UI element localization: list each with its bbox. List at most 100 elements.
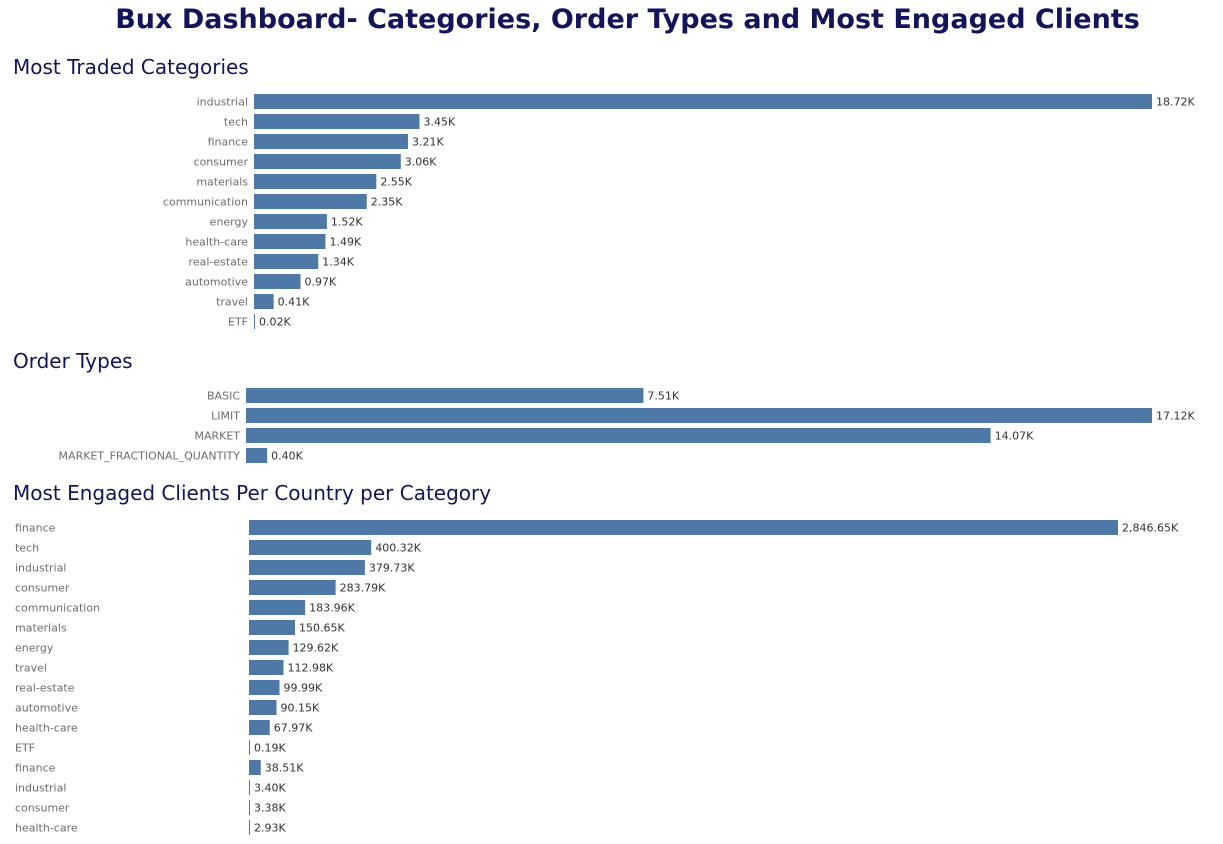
- client-category-value-label: 3.38K: [254, 802, 286, 815]
- category-bar[interactable]: [254, 214, 327, 229]
- client-category-bar[interactable]: [249, 580, 336, 595]
- order-type-label: MARKET_FRACTIONAL_QUANTITY: [59, 450, 241, 463]
- category-bar[interactable]: [254, 234, 326, 249]
- order-type-label: LIMIT: [211, 410, 240, 423]
- client-category-value-label: 400.32K: [375, 542, 421, 555]
- category-bar[interactable]: [254, 254, 319, 269]
- order-type-bar[interactable]: [246, 448, 268, 463]
- client-category-bar[interactable]: [249, 740, 250, 755]
- category-label: tech: [224, 116, 248, 129]
- client-category-value-label: 2.93K: [254, 822, 286, 835]
- client-category-value-label: 379.73K: [369, 562, 415, 575]
- client-category-label: health-care: [15, 822, 78, 835]
- client-category-label: tech: [15, 542, 39, 555]
- category-value-label: 2.35K: [371, 196, 403, 209]
- order-type-label: BASIC: [207, 390, 240, 403]
- category-bar[interactable]: [254, 114, 420, 129]
- order-type-value-label: 7.51K: [647, 390, 679, 403]
- client-category-label: communication: [15, 602, 100, 615]
- order-types-title: Order Types: [13, 349, 133, 373]
- category-value-label: 1.49K: [329, 236, 361, 249]
- most-engaged-clients-title: Most Engaged Clients Per Country per Cat…: [13, 481, 492, 505]
- client-category-bar[interactable]: [249, 600, 306, 615]
- category-label: health-care: [185, 236, 248, 249]
- category-value-label: 3.21K: [412, 136, 444, 149]
- order-type-bar[interactable]: [246, 408, 1152, 423]
- client-category-value-label: 112.98K: [287, 662, 333, 675]
- client-category-label: health-care: [15, 722, 78, 735]
- client-category-label: real-estate: [15, 682, 75, 695]
- client-category-label: materials: [15, 622, 67, 635]
- order-type-label: MARKET: [194, 430, 240, 443]
- order-type-value-label: 14.07K: [995, 430, 1034, 443]
- category-label: materials: [196, 176, 248, 189]
- client-category-bar[interactable]: [249, 700, 277, 715]
- category-bar[interactable]: [254, 194, 367, 209]
- order-types-chart: BASIC 7.51K LIMIT 17.12K MARKET 14.07K MARKET_…: [59, 388, 1195, 463]
- client-category-bar[interactable]: [249, 680, 280, 695]
- client-category-label: finance: [15, 522, 56, 535]
- client-category-label: consumer: [15, 582, 70, 595]
- client-category-bar[interactable]: [249, 800, 251, 815]
- dashboard-title: Bux Dashboard- Categories, Order Types a…: [115, 4, 1140, 35]
- category-value-label: 3.45K: [423, 116, 455, 129]
- client-category-value-label: 90.15K: [281, 702, 320, 715]
- category-bar[interactable]: [254, 134, 408, 149]
- order-type-bar[interactable]: [246, 428, 991, 443]
- client-category-bar[interactable]: [249, 540, 372, 555]
- category-bar[interactable]: [254, 174, 377, 189]
- client-category-bar[interactable]: [249, 820, 250, 835]
- client-category-value-label: 67.97K: [274, 722, 313, 735]
- client-category-label: ETF: [15, 742, 35, 755]
- order-type-bar[interactable]: [246, 388, 644, 403]
- category-bar[interactable]: [254, 274, 301, 289]
- client-category-bar[interactable]: [249, 640, 289, 655]
- category-label: travel: [216, 296, 248, 309]
- client-category-label: consumer: [15, 802, 70, 815]
- client-category-value-label: 3.40K: [254, 782, 286, 795]
- category-value-label: 1.52K: [331, 216, 363, 229]
- client-category-bar[interactable]: [249, 660, 284, 675]
- client-category-bar[interactable]: [249, 520, 1118, 535]
- category-label: communication: [163, 196, 248, 209]
- client-category-label: finance: [15, 762, 56, 775]
- category-bar[interactable]: [254, 314, 255, 329]
- category-bar[interactable]: [254, 94, 1152, 109]
- most-traded-categories-chart: industrial 18.72K tech 3.45K finance 3.21K con…: [163, 94, 1195, 329]
- category-value-label: 0.41K: [278, 296, 310, 309]
- order-type-value-label: 17.12K: [1156, 410, 1195, 423]
- category-value-label: 3.06K: [405, 156, 437, 169]
- category-bar[interactable]: [254, 154, 401, 169]
- most-traded-categories-title: Most Traded Categories: [13, 55, 249, 79]
- category-label: automotive: [185, 276, 248, 289]
- category-value-label: 0.02K: [259, 316, 291, 329]
- category-label: consumer: [194, 156, 249, 169]
- client-category-label: industrial: [15, 782, 66, 795]
- category-label: energy: [210, 216, 249, 229]
- order-type-value-label: 0.40K: [271, 450, 303, 463]
- client-category-label: energy: [15, 642, 54, 655]
- client-category-bar[interactable]: [249, 760, 261, 775]
- client-category-bar[interactable]: [249, 560, 365, 575]
- category-bar[interactable]: [254, 294, 274, 309]
- client-category-bar[interactable]: [249, 780, 251, 795]
- category-value-label: 0.97K: [305, 276, 337, 289]
- client-category-value-label: 129.62K: [293, 642, 339, 655]
- client-category-bar[interactable]: [249, 620, 295, 635]
- client-category-value-label: 2,846.65K: [1122, 522, 1179, 535]
- client-category-bar[interactable]: [249, 720, 270, 735]
- client-category-label: automotive: [15, 702, 78, 715]
- category-label: real-estate: [189, 256, 249, 269]
- category-value-label: 1.34K: [322, 256, 354, 269]
- client-category-label: travel: [15, 662, 47, 675]
- most-engaged-clients-chart: finance 2,846.65K tech 400.32K industrial 379…: [15, 520, 1179, 835]
- client-category-value-label: 99.99K: [284, 682, 323, 695]
- category-label: finance: [208, 136, 249, 149]
- category-value-label: 2.55K: [380, 176, 412, 189]
- client-category-value-label: 283.79K: [340, 582, 386, 595]
- category-label: ETF: [228, 316, 248, 329]
- category-value-label: 18.72K: [1156, 96, 1195, 109]
- client-category-value-label: 0.19K: [254, 742, 286, 755]
- category-label: industrial: [197, 96, 248, 109]
- client-category-value-label: 150.65K: [299, 622, 345, 635]
